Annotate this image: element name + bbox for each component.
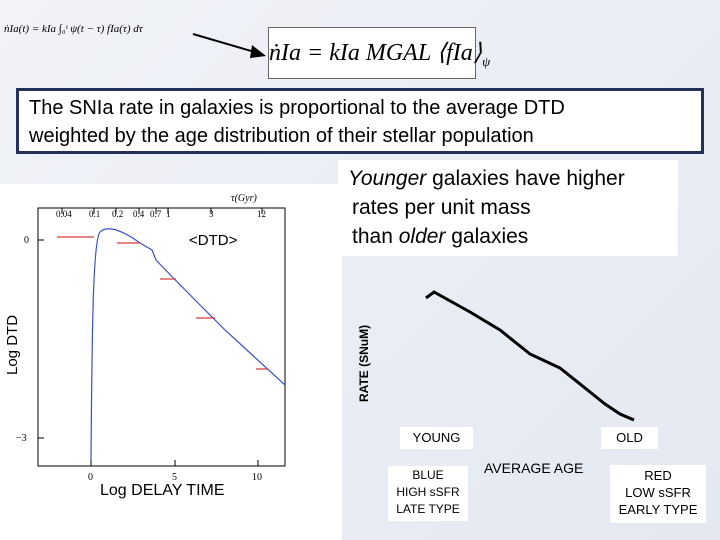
top-axis-label: τ(Gyr) — [231, 193, 257, 204]
dtd-plot-frame — [37, 207, 286, 467]
rate-equation-box: ṅIa = kIa MGAL ⟨fIa⟩ψ — [268, 27, 490, 79]
old-desc-line: EARLY TYPE — [618, 502, 698, 517]
dtd-top-ticks — [38, 208, 263, 466]
arrow-icon — [192, 33, 266, 58]
young-label: YOUNG — [400, 427, 473, 449]
bottom-tick-label: 5 — [172, 472, 177, 483]
dtd-ylabel-text: Log DTD — [4, 314, 21, 375]
bottom-tick-label: 0 — [88, 472, 93, 483]
dtd-curve — [90, 228, 286, 461]
top-tick-label: 12 — [257, 209, 266, 219]
top-tick-label: 3 — [209, 209, 214, 219]
top-tick-label: 0.4 — [133, 209, 145, 219]
average-age-label: AVERAGE AGE — [484, 460, 584, 476]
older-word: older — [398, 225, 446, 248]
banner-line-1: The SNIa rate in galaxies is proportiona… — [29, 97, 565, 119]
young-desc-line: LATE TYPE — [396, 502, 460, 516]
rate-equation-subscript: ψ — [482, 53, 491, 69]
average-dtd-markers — [57, 236, 267, 370]
young-description: BLUE HIGH sSFR LATE TYPE — [388, 466, 468, 521]
note-line-3-start: than — [352, 225, 399, 248]
dtd-curve-label: <DTD> — [189, 232, 238, 249]
young-desc-line: HIGH sSFR — [396, 485, 460, 499]
old-description: RED LOW sSFR EARLY TYPE — [610, 465, 706, 523]
note-line-1: galaxies have higher — [426, 167, 625, 190]
rate-equation: ṅIa = kIa MGAL ⟨fIa⟩ — [269, 40, 483, 66]
old-label: OLD — [601, 427, 658, 449]
younger-word: Younger — [348, 167, 427, 190]
integral-equation: ṅIa(t) = kIa ∫₀ᵗ ψ(t − τ) fIa(τ) dτ — [4, 23, 143, 35]
younger-galaxies-note: Younger galaxies have higher rates per u… — [338, 160, 678, 256]
summary-banner: The SNIa rate in galaxies is proportiona… — [16, 88, 704, 154]
top-tick-label: 0.7 — [150, 209, 162, 219]
banner-line-2: weighted by the age distribution of thei… — [29, 125, 534, 147]
dtd-ylabel: Log DTD — [4, 315, 24, 380]
top-tick-label: 0.1 — [89, 209, 100, 219]
top-tick-label: 1 — [166, 209, 171, 219]
old-desc-line: RED — [644, 468, 672, 483]
rate-ylabel-text: RATE (SNuM) — [357, 324, 371, 402]
old-desc-line: LOW sSFR — [625, 485, 691, 500]
note-line-2: rates per unit mass — [352, 196, 531, 219]
rate-curve-plot — [425, 290, 635, 422]
rate-curve — [425, 290, 635, 422]
left-tick-label: −3 — [16, 433, 27, 444]
top-tick-label: 0.2 — [112, 209, 123, 219]
note-line-3-end: galaxies — [445, 225, 529, 248]
young-desc-line: BLUE — [412, 468, 444, 482]
dtd-plot: 0.04 0.1 0.2 0.4 0.7 1 3 12 τ(Gyr) 0 5 1… — [0, 184, 342, 540]
bottom-tick-label: 10 — [252, 472, 262, 483]
top-tick-label: 0.04 — [56, 209, 72, 219]
left-tick-label: 0 — [24, 235, 29, 246]
dtd-xlabel: Log DELAY TIME — [100, 482, 225, 499]
